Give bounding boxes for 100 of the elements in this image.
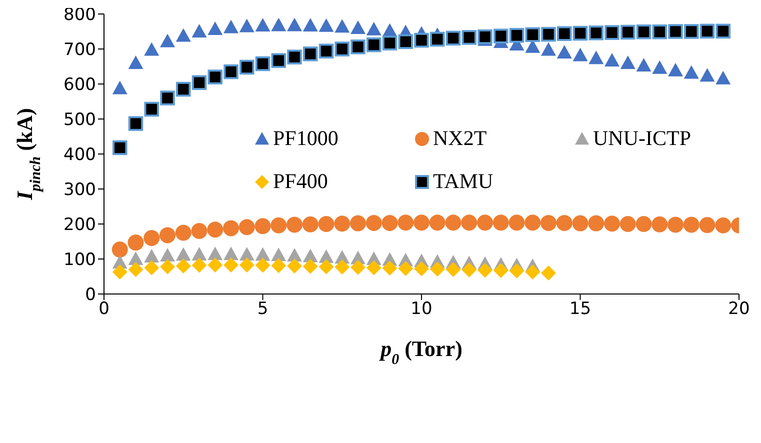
point [700,24,715,39]
point [525,264,540,280]
point [192,24,207,38]
point [238,219,255,236]
point [271,248,286,262]
point [240,60,254,75]
legend-label: UNU-ICTP [593,126,691,151]
point [192,246,207,260]
point [700,68,715,82]
point [461,214,478,231]
point [287,258,302,274]
point [382,260,398,276]
point [572,215,588,232]
point [494,28,508,44]
point [508,214,525,231]
point [684,65,699,79]
point [541,42,556,56]
point [588,26,604,40]
y-tick-label: 700 [64,40,96,60]
point [620,216,636,232]
point [382,214,398,231]
point [255,258,270,273]
point [366,37,382,52]
point [144,42,160,56]
point [636,216,652,232]
point [271,258,286,274]
point [271,18,286,32]
point [176,28,191,42]
point [445,214,462,231]
point [224,257,238,272]
point [604,25,620,40]
point [208,257,223,272]
point [302,18,318,32]
point [557,26,572,41]
point [668,216,684,233]
point [160,34,175,48]
point [208,246,223,260]
point [430,262,445,277]
point [652,216,668,232]
y-tick-label: 0 [85,285,96,306]
point [191,223,208,239]
point [192,75,207,90]
point [524,214,541,231]
point [588,50,604,64]
point [160,259,175,274]
point [176,82,191,97]
point [446,262,461,277]
point [160,90,175,106]
point [668,24,683,39]
point [224,20,238,34]
point [478,29,492,44]
point [128,262,144,277]
point [192,258,207,273]
x-tick-label: 15 [569,299,592,320]
point [223,220,239,236]
point [652,60,668,74]
point [509,263,524,278]
point [334,42,350,56]
point [128,252,144,265]
x-tick-label: 5 [257,299,268,320]
point [302,258,318,274]
point [144,102,159,117]
point [716,70,731,84]
point [540,214,556,231]
point [287,18,302,32]
point [160,248,175,262]
point [620,24,636,40]
y-tick-label: 200 [64,215,96,236]
point [128,56,144,69]
point [207,222,224,238]
point [350,215,366,232]
point [477,214,493,231]
point [414,261,429,276]
point [604,53,620,67]
point [287,248,302,262]
point [334,216,350,232]
point [350,40,366,54]
point [572,26,588,41]
point [478,262,492,278]
y-tick-label: 500 [64,110,96,130]
point [382,36,398,50]
y-tick-label: 400 [64,145,96,166]
point [556,45,572,58]
point [429,214,446,231]
point [588,215,604,232]
point [716,24,730,39]
point [699,217,716,234]
point [224,246,238,260]
x-axis-title: p$_{0}$ (Torr) [378,336,462,368]
point [334,260,350,275]
point [144,230,160,246]
point [255,247,270,261]
point [350,260,366,275]
point [318,259,334,274]
point [144,260,160,276]
point [318,216,334,232]
x-tick-label: 20 [728,299,750,320]
point [398,34,413,50]
point [509,28,524,43]
point [224,64,238,80]
